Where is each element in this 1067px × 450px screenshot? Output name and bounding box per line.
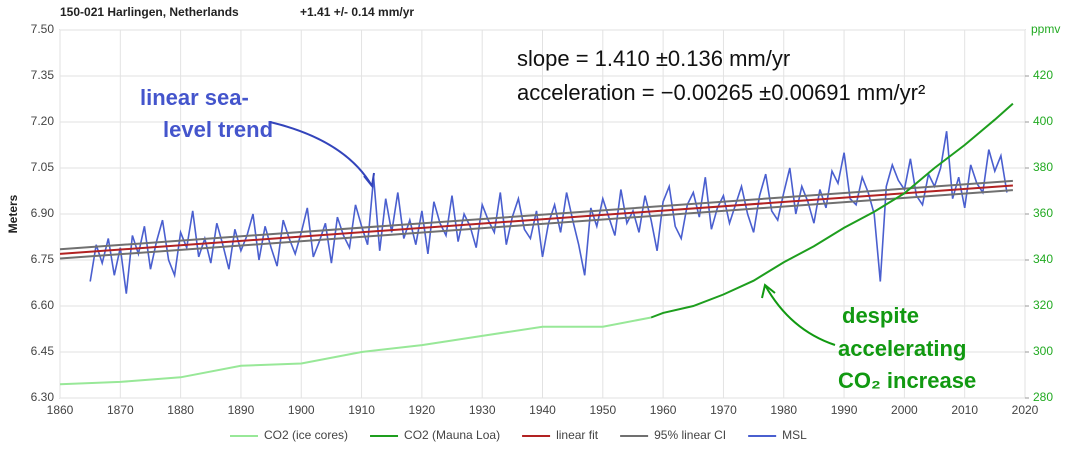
- y-tick-label: 6.30: [31, 390, 55, 404]
- y-axis-label: Meters: [6, 194, 20, 233]
- co2-arrowhead: [761, 283, 776, 299]
- x-tick-label: 1980: [770, 403, 797, 417]
- co2-arrow: [764, 284, 836, 346]
- y2-tick-label: 420: [1033, 68, 1053, 82]
- x-tick-label: 1930: [469, 403, 496, 417]
- x-tick-label: 1920: [409, 403, 436, 417]
- trend-annotation: level trend: [163, 117, 273, 142]
- y-tick-label: 6.75: [31, 252, 55, 266]
- stats-line: acceleration = −0.00265 ±0.00691 mm/yr²: [517, 80, 925, 105]
- y2-tick-label: 320: [1033, 298, 1053, 312]
- y-tick-label: 7.05: [31, 160, 55, 174]
- y2-tick-label: 340: [1033, 252, 1053, 266]
- chart-subtitle: +1.41 +/- 0.14 mm/yr: [300, 5, 414, 19]
- legend-label: 95% linear CI: [654, 428, 726, 442]
- x-tick-label: 1890: [228, 403, 255, 417]
- y-tick-label: 7.35: [31, 68, 55, 82]
- series-line: [59, 179, 1013, 260]
- x-tick-label: 1860: [47, 403, 74, 417]
- y2-tick-label: 280: [1033, 390, 1053, 404]
- y-tick-label: 7.50: [31, 22, 55, 36]
- series-layer: [59, 102, 1014, 386]
- x-tick-label: 2010: [951, 403, 978, 417]
- trend-arrowhead: [363, 172, 375, 189]
- co2-annotation: despite: [842, 303, 919, 328]
- y2-tick-label: 300: [1033, 344, 1053, 358]
- co2-annotation: CO₂ increase: [838, 368, 976, 393]
- x-tick-label: 1910: [348, 403, 375, 417]
- x-tick-label: 1900: [288, 403, 315, 417]
- stats-line: slope = 1.410 ±0.136 mm/yr: [517, 46, 790, 71]
- x-tick-label: 2000: [891, 403, 918, 417]
- x-tick-label: 1970: [710, 403, 737, 417]
- x-tick-label: 1960: [650, 403, 677, 417]
- legend-label: CO2 (ice cores): [264, 428, 348, 442]
- legend: CO2 (ice cores) CO2 (Mauna Loa) linear fit…: [230, 428, 807, 442]
- x-tick-label: 2020: [1012, 403, 1039, 417]
- trend-annotation: linear sea-: [140, 85, 249, 110]
- y-tick-label: 6.90: [31, 206, 55, 220]
- y-tick-label: 7.20: [31, 114, 55, 128]
- legend-label: MSL: [782, 428, 807, 442]
- y-tick-label: 6.60: [31, 298, 55, 312]
- series-line: [59, 184, 1013, 255]
- y2-tick-label: 380: [1033, 160, 1053, 174]
- y2-axis-label: ppmv: [1031, 22, 1060, 36]
- chart-title: 150-021 Harlingen, Netherlands: [60, 5, 239, 19]
- x-tick-label: 1870: [107, 403, 134, 417]
- y2-tick-label: 360: [1033, 206, 1053, 220]
- x-tick-label: 1940: [529, 403, 556, 417]
- y2-tick-label: 400: [1033, 114, 1053, 128]
- series-line: [59, 316, 652, 386]
- x-tick-label: 1880: [167, 403, 194, 417]
- x-tick-label: 1990: [831, 403, 858, 417]
- x-tick-label: 1950: [589, 403, 616, 417]
- legend-label: linear fit: [556, 428, 599, 442]
- series-line: [650, 102, 1014, 319]
- legend-label: CO2 (Mauna Loa): [404, 428, 500, 442]
- y-tick-label: 6.45: [31, 344, 55, 358]
- co2-annotation: accelerating: [838, 336, 966, 361]
